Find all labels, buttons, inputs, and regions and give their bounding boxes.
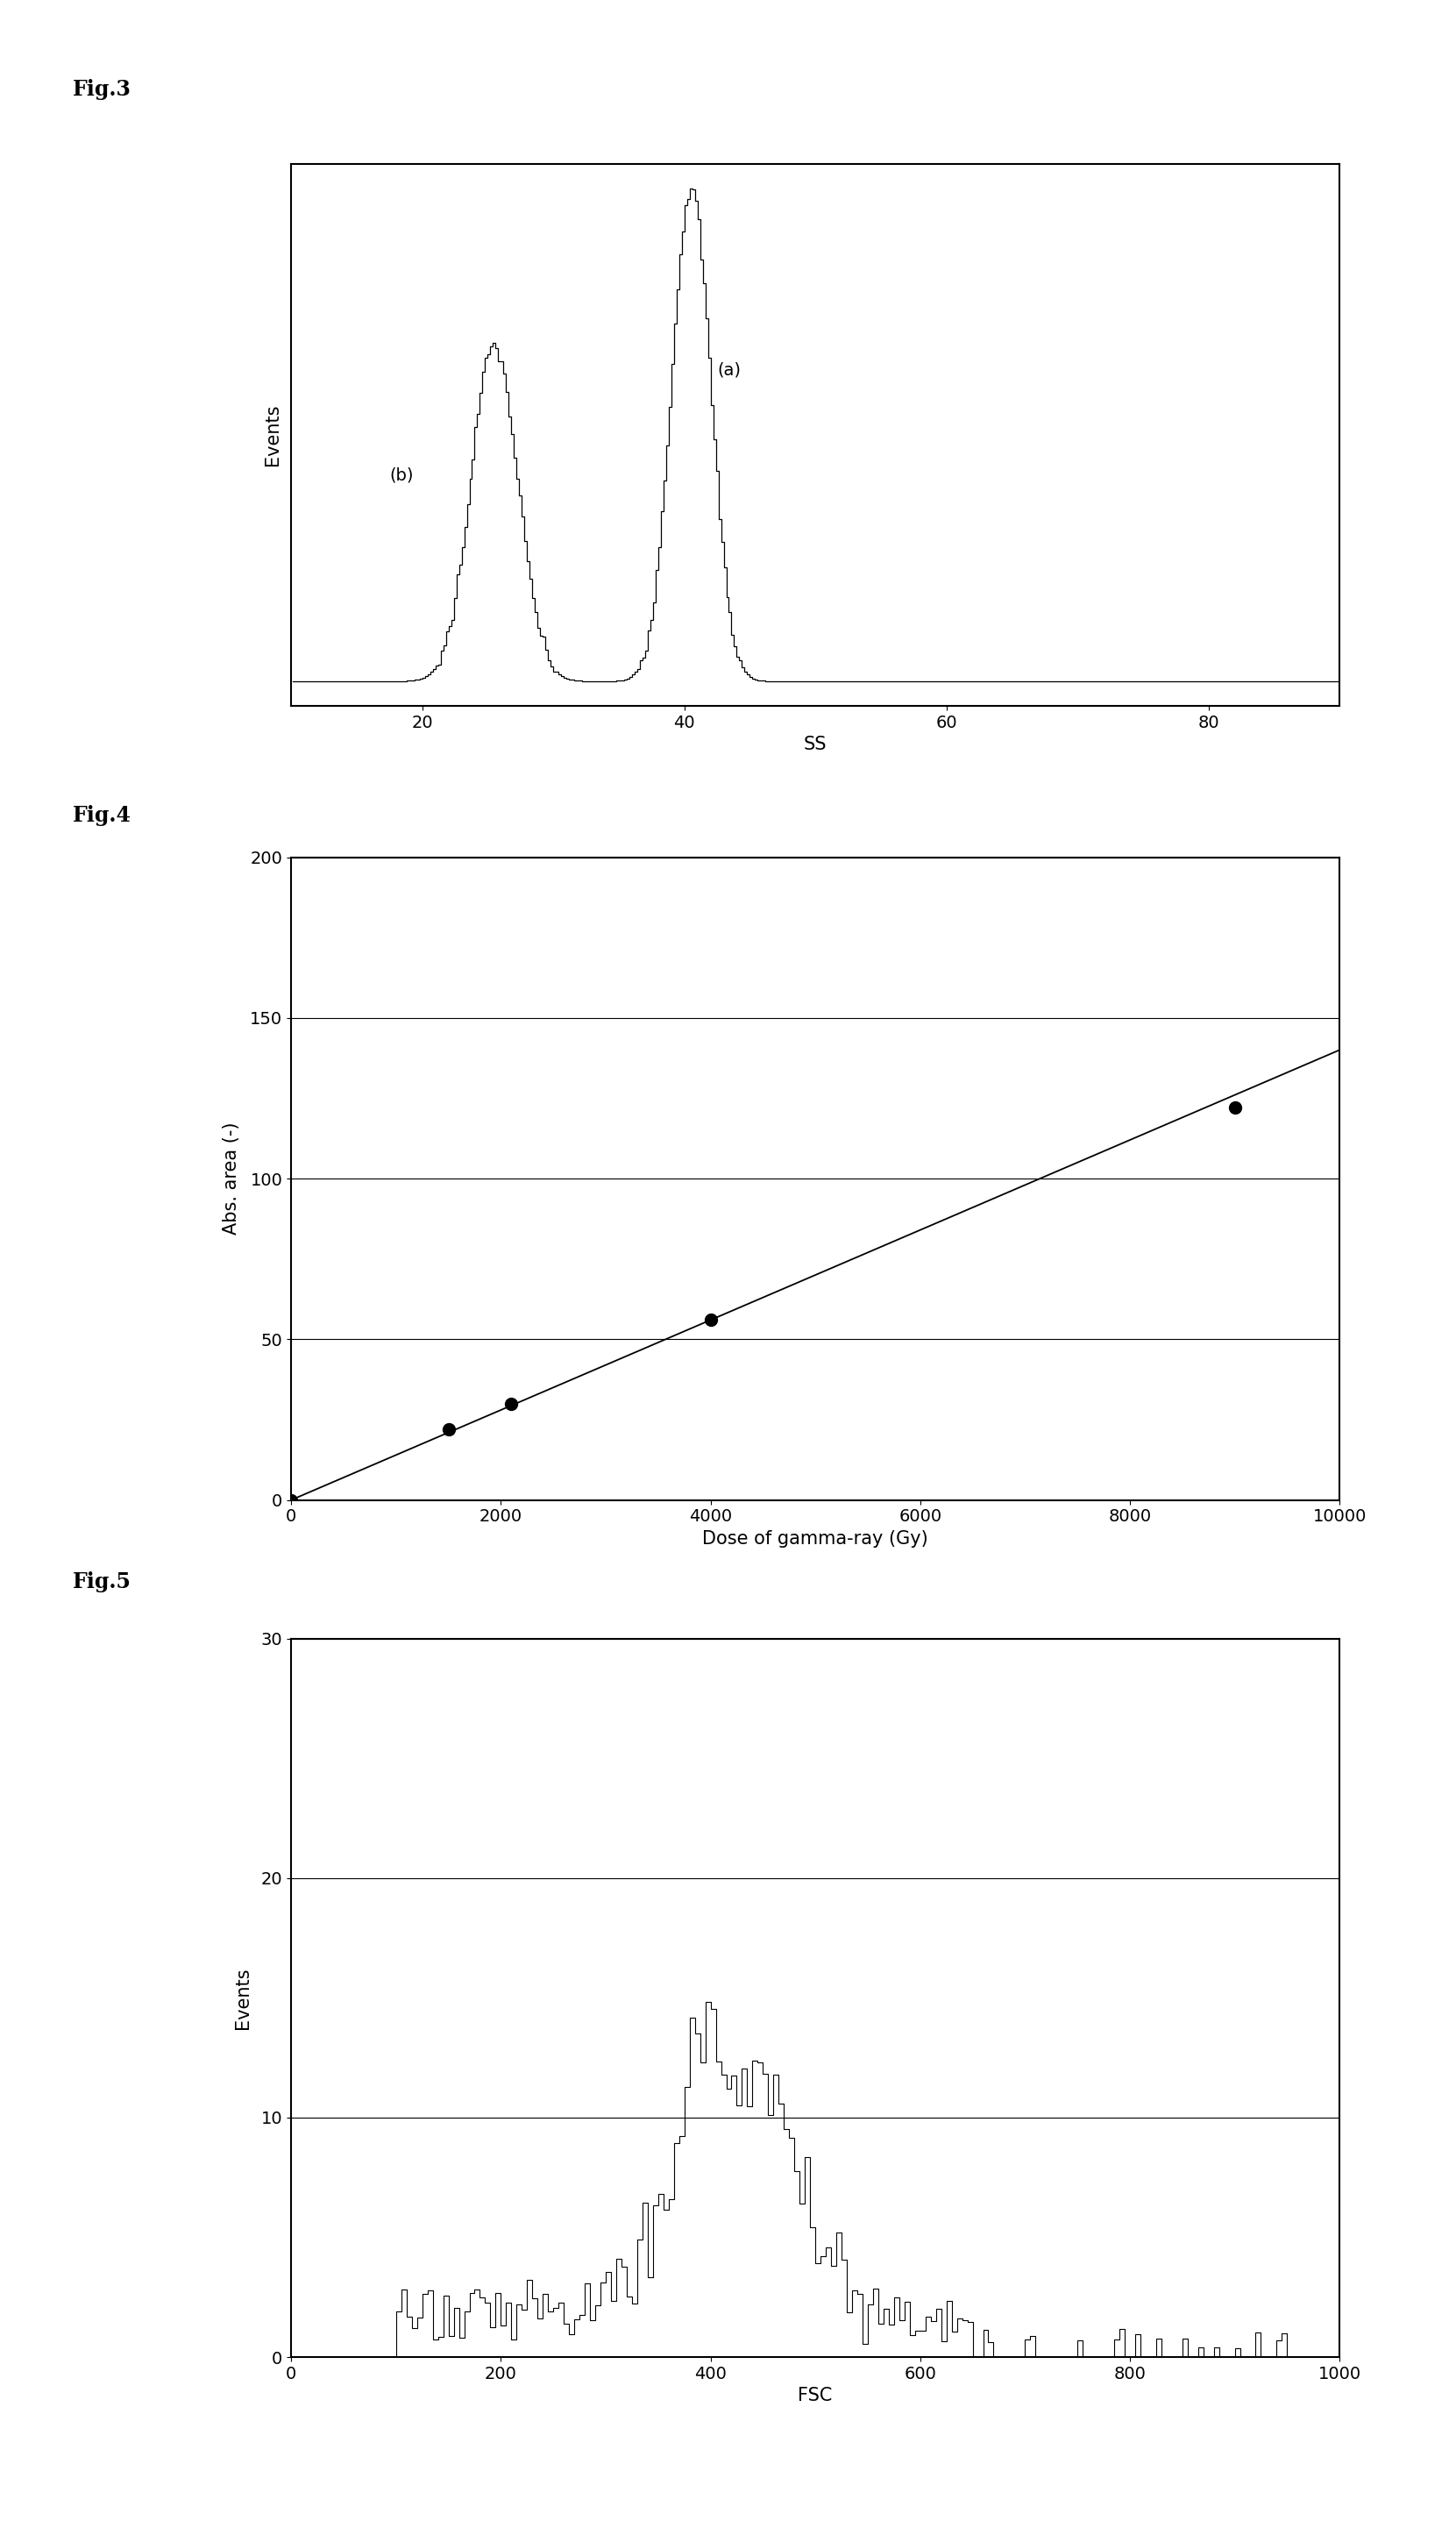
Y-axis label: Events: Events bbox=[234, 1966, 252, 2029]
Text: (b): (b) bbox=[390, 466, 414, 484]
Text: Fig.3: Fig.3 bbox=[73, 78, 131, 101]
Point bbox=[1223, 1087, 1246, 1127]
Point bbox=[437, 1409, 460, 1450]
Text: (a): (a) bbox=[716, 363, 741, 378]
Point bbox=[699, 1301, 722, 1341]
Y-axis label: Events: Events bbox=[264, 403, 281, 466]
Y-axis label: Abs. area (-): Abs. area (-) bbox=[223, 1122, 240, 1235]
X-axis label: FSC: FSC bbox=[798, 2387, 833, 2405]
Point bbox=[499, 1384, 523, 1424]
X-axis label: SS: SS bbox=[804, 736, 827, 754]
Text: Fig.5: Fig.5 bbox=[73, 1571, 131, 1593]
X-axis label: Dose of gamma-ray (Gy): Dose of gamma-ray (Gy) bbox=[702, 1530, 929, 1548]
Text: Fig.4: Fig.4 bbox=[73, 804, 131, 827]
Point bbox=[280, 1480, 303, 1520]
